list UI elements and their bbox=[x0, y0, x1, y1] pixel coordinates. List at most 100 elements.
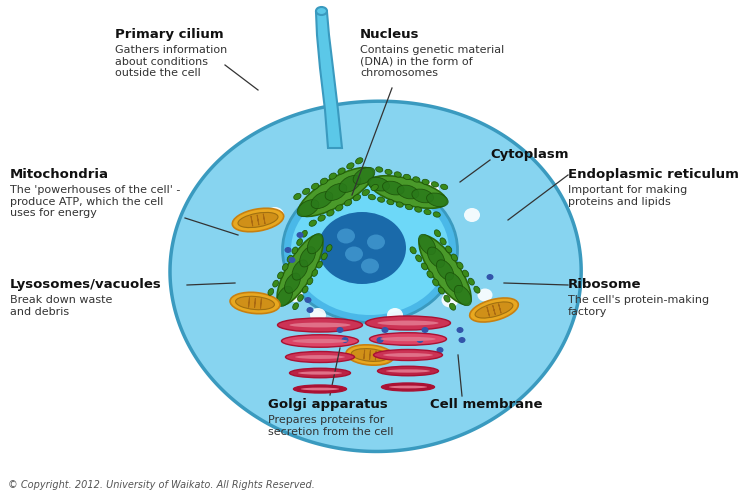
Ellipse shape bbox=[230, 292, 280, 314]
Ellipse shape bbox=[374, 350, 442, 360]
Ellipse shape bbox=[356, 158, 363, 164]
Ellipse shape bbox=[296, 355, 345, 359]
Polygon shape bbox=[316, 12, 342, 148]
Ellipse shape bbox=[282, 264, 288, 270]
Ellipse shape bbox=[464, 208, 480, 222]
Ellipse shape bbox=[387, 308, 403, 322]
Ellipse shape bbox=[298, 294, 303, 302]
Ellipse shape bbox=[337, 228, 355, 244]
Ellipse shape bbox=[302, 188, 310, 194]
Ellipse shape bbox=[416, 337, 424, 343]
Ellipse shape bbox=[396, 202, 404, 207]
Ellipse shape bbox=[316, 262, 322, 268]
Ellipse shape bbox=[353, 168, 375, 184]
Ellipse shape bbox=[398, 185, 418, 199]
Ellipse shape bbox=[380, 337, 436, 341]
Ellipse shape bbox=[298, 168, 374, 216]
Ellipse shape bbox=[368, 194, 376, 200]
Ellipse shape bbox=[302, 286, 308, 293]
Ellipse shape bbox=[339, 176, 361, 192]
Ellipse shape bbox=[438, 287, 445, 294]
Ellipse shape bbox=[291, 185, 449, 315]
Ellipse shape bbox=[277, 286, 292, 306]
Ellipse shape bbox=[284, 247, 292, 253]
Ellipse shape bbox=[369, 176, 447, 208]
Ellipse shape bbox=[309, 220, 316, 226]
Ellipse shape bbox=[238, 212, 278, 228]
Ellipse shape bbox=[475, 302, 513, 318]
Ellipse shape bbox=[377, 366, 439, 376]
Text: Mitochondria: Mitochondria bbox=[10, 168, 109, 181]
Ellipse shape bbox=[370, 333, 446, 345]
Ellipse shape bbox=[422, 327, 428, 333]
Ellipse shape bbox=[382, 383, 434, 391]
Ellipse shape bbox=[236, 296, 274, 310]
Ellipse shape bbox=[427, 193, 448, 207]
Ellipse shape bbox=[474, 286, 480, 293]
Ellipse shape bbox=[449, 304, 456, 310]
Ellipse shape bbox=[383, 353, 433, 357]
Ellipse shape bbox=[470, 298, 518, 322]
Ellipse shape bbox=[377, 197, 385, 202]
Ellipse shape bbox=[320, 178, 328, 184]
Ellipse shape bbox=[457, 262, 463, 269]
Ellipse shape bbox=[316, 7, 327, 15]
Ellipse shape bbox=[444, 295, 450, 302]
Ellipse shape bbox=[294, 194, 301, 200]
Ellipse shape bbox=[424, 210, 431, 214]
Text: Nucleus: Nucleus bbox=[360, 28, 419, 41]
Ellipse shape bbox=[307, 278, 313, 284]
Ellipse shape bbox=[298, 372, 342, 374]
Ellipse shape bbox=[344, 200, 352, 206]
Ellipse shape bbox=[311, 183, 319, 190]
Ellipse shape bbox=[283, 178, 458, 322]
Ellipse shape bbox=[422, 263, 428, 270]
Ellipse shape bbox=[266, 207, 284, 223]
Ellipse shape bbox=[410, 247, 416, 254]
Ellipse shape bbox=[382, 181, 404, 195]
Ellipse shape bbox=[436, 347, 443, 353]
Ellipse shape bbox=[346, 163, 354, 169]
Ellipse shape bbox=[284, 273, 300, 293]
Ellipse shape bbox=[421, 182, 439, 198]
Ellipse shape bbox=[296, 232, 304, 238]
Ellipse shape bbox=[413, 176, 420, 182]
Ellipse shape bbox=[308, 234, 323, 254]
Ellipse shape bbox=[419, 234, 436, 255]
Ellipse shape bbox=[293, 385, 346, 393]
Ellipse shape bbox=[385, 170, 392, 174]
Ellipse shape bbox=[446, 246, 452, 253]
Text: Gathers information
about conditions
outside the cell: Gathers information about conditions out… bbox=[115, 45, 227, 78]
Ellipse shape bbox=[325, 184, 347, 200]
Ellipse shape bbox=[351, 348, 388, 362]
Ellipse shape bbox=[318, 212, 406, 284]
Ellipse shape bbox=[335, 205, 343, 211]
Text: © Copyright. 2012. University of Waikato. All Rights Reserved.: © Copyright. 2012. University of Waikato… bbox=[8, 480, 315, 490]
Ellipse shape bbox=[297, 238, 302, 246]
Ellipse shape bbox=[300, 246, 316, 267]
Text: Prepares proteins for
secretion from the cell: Prepares proteins for secretion from the… bbox=[268, 415, 394, 436]
Ellipse shape bbox=[312, 270, 318, 276]
Text: Primary cilium: Primary cilium bbox=[115, 28, 224, 41]
Ellipse shape bbox=[394, 172, 401, 177]
Ellipse shape bbox=[292, 260, 308, 280]
Ellipse shape bbox=[362, 190, 370, 196]
Ellipse shape bbox=[302, 230, 307, 237]
Ellipse shape bbox=[278, 272, 284, 278]
Ellipse shape bbox=[301, 388, 339, 390]
Ellipse shape bbox=[341, 337, 349, 343]
Ellipse shape bbox=[287, 256, 293, 262]
Ellipse shape bbox=[292, 303, 298, 310]
Ellipse shape bbox=[365, 316, 451, 330]
Ellipse shape bbox=[290, 368, 350, 378]
Ellipse shape bbox=[387, 200, 394, 205]
Ellipse shape bbox=[292, 339, 348, 343]
Ellipse shape bbox=[311, 192, 333, 208]
Ellipse shape bbox=[322, 253, 327, 260]
Ellipse shape bbox=[337, 327, 344, 333]
Ellipse shape bbox=[386, 370, 430, 372]
Text: Contains genetic material
(DNA) in the form of
chromosomes: Contains genetic material (DNA) in the f… bbox=[360, 45, 504, 78]
Ellipse shape bbox=[329, 173, 337, 179]
Ellipse shape bbox=[415, 207, 422, 212]
Ellipse shape bbox=[442, 292, 458, 308]
